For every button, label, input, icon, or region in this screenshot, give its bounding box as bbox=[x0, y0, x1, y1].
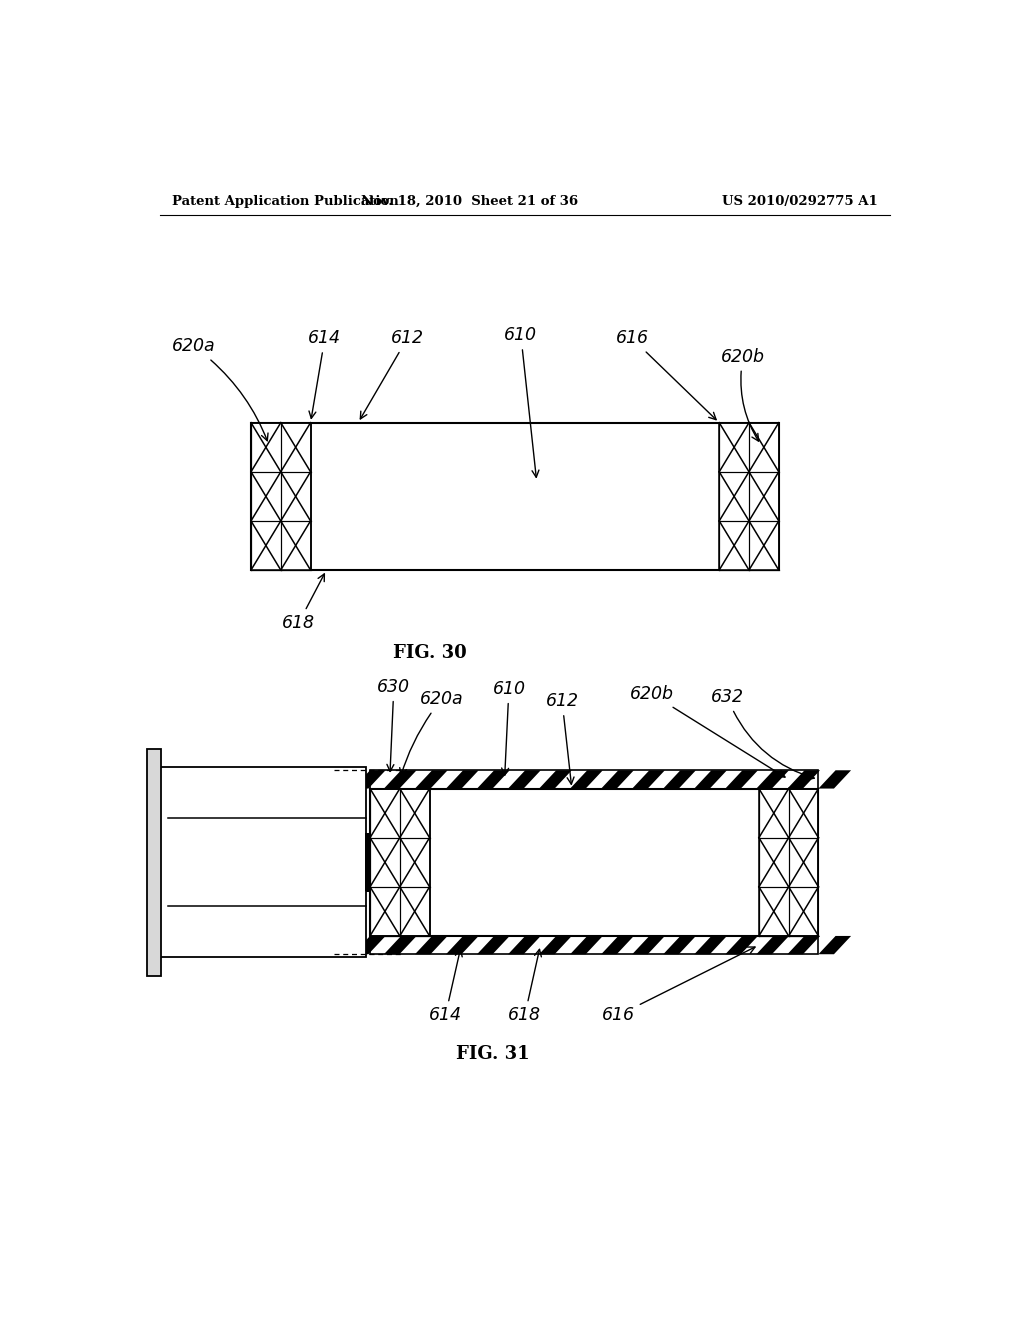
Text: Nov. 18, 2010  Sheet 21 of 36: Nov. 18, 2010 Sheet 21 of 36 bbox=[360, 194, 578, 207]
Polygon shape bbox=[251, 422, 310, 570]
Bar bbox=[370, 771, 818, 788]
Text: 620b: 620b bbox=[721, 347, 765, 441]
Text: Patent Application Publication: Patent Application Publication bbox=[172, 194, 398, 207]
Bar bbox=[370, 936, 818, 954]
Text: 614: 614 bbox=[308, 329, 341, 418]
Text: FIG. 30: FIG. 30 bbox=[392, 644, 467, 663]
Text: 618: 618 bbox=[508, 949, 542, 1024]
Text: 620a: 620a bbox=[399, 690, 463, 775]
Text: 620b: 620b bbox=[630, 685, 785, 777]
Text: US 2010/0292775 A1: US 2010/0292775 A1 bbox=[722, 194, 878, 207]
Text: 618: 618 bbox=[283, 574, 325, 632]
Text: 630: 630 bbox=[378, 678, 411, 771]
Text: 612: 612 bbox=[360, 329, 424, 418]
Polygon shape bbox=[251, 422, 779, 570]
Polygon shape bbox=[719, 422, 779, 570]
Text: FIG. 31: FIG. 31 bbox=[457, 1045, 529, 1063]
Text: 610: 610 bbox=[493, 680, 525, 775]
Text: 612: 612 bbox=[546, 692, 579, 784]
Text: 632: 632 bbox=[711, 688, 814, 780]
Text: 620a: 620a bbox=[172, 338, 268, 441]
Text: 616: 616 bbox=[602, 946, 755, 1024]
Polygon shape bbox=[759, 788, 818, 936]
Text: 614: 614 bbox=[429, 949, 462, 1024]
Text: 610: 610 bbox=[505, 326, 539, 478]
Text: 616: 616 bbox=[615, 329, 716, 420]
Polygon shape bbox=[370, 788, 430, 936]
Polygon shape bbox=[370, 788, 818, 936]
Polygon shape bbox=[147, 748, 162, 975]
Polygon shape bbox=[160, 767, 367, 957]
